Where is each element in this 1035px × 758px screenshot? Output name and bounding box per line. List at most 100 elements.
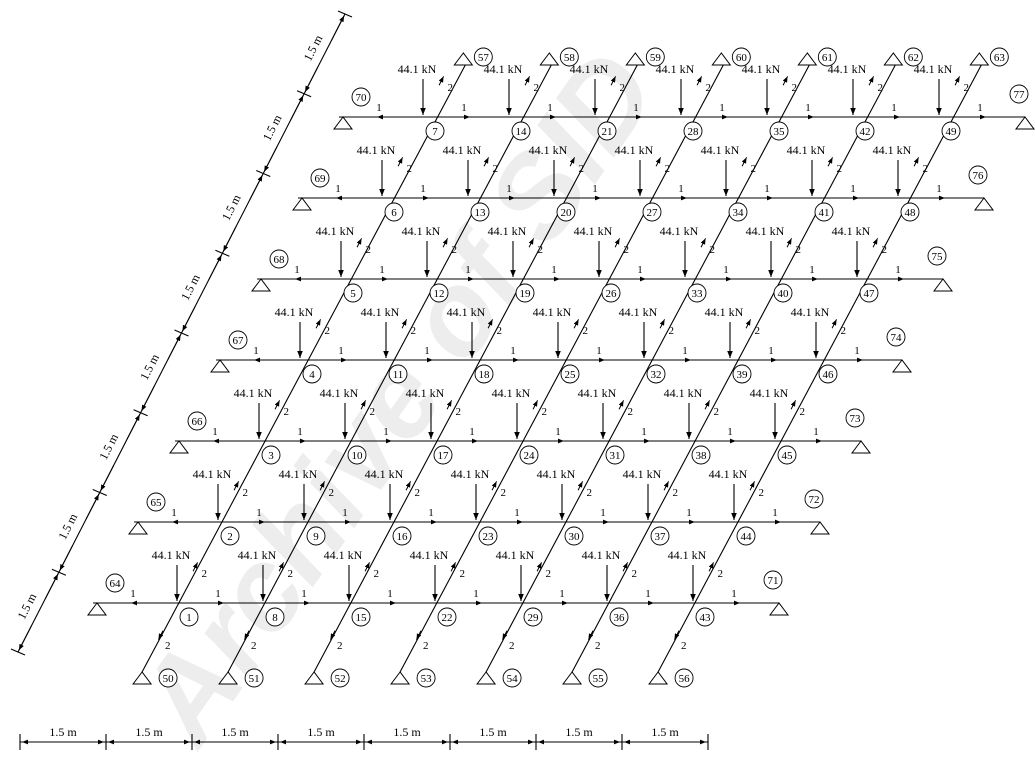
left-dimension-tick <box>10 648 26 656</box>
bottom-support-label-circle <box>588 668 608 688</box>
inclined-member <box>313 64 638 673</box>
node-label-circle <box>818 364 838 384</box>
load-label: 44.1 kN <box>238 548 277 562</box>
node-label: 37 <box>655 531 667 543</box>
node-label: 23 <box>483 531 495 543</box>
node-label: 35 <box>774 126 786 138</box>
load-label: 44.1 kN <box>582 548 621 562</box>
left-support <box>210 359 230 373</box>
bottom-support-label: 54 <box>507 673 519 685</box>
node-label-circle <box>474 364 494 384</box>
direction-2-label: 2 <box>705 82 711 94</box>
node-label-circle <box>691 445 711 465</box>
load-label: 44.1 kN <box>193 467 232 481</box>
left-dimension-arrow <box>208 254 222 281</box>
node-label: 7 <box>432 126 438 138</box>
node-label: 17 <box>438 450 450 462</box>
node-label-circle <box>515 283 535 303</box>
load-label: 44.1 kN <box>660 224 699 238</box>
direction-1-label: 1 <box>424 345 430 357</box>
direction-2-arrow <box>663 481 670 491</box>
diagram-main-layer: 1 1 1 1 1 1 1 164 711 1 1 1 1 1 1 165 721 1 1 1 1 1 1 166 731 1 1 1… <box>10 10 1035 750</box>
direction-1-label: 1 <box>686 507 692 519</box>
direction-1-label: 1 <box>559 588 565 600</box>
direction-2-arrow <box>442 238 449 248</box>
bottom-dimension-label: 1.5 m <box>393 725 421 739</box>
load-label: 44.1 kN <box>234 386 273 400</box>
node-label: 3 <box>268 450 274 462</box>
node-label-circle <box>425 121 445 141</box>
direction-2-label: 2 <box>672 487 678 499</box>
direction-1-label: 1 <box>428 507 434 519</box>
top-support-label-circle <box>989 47 1009 67</box>
direction-2-arrow <box>491 481 498 491</box>
inclined-member <box>571 64 896 673</box>
top-support-label: 62 <box>908 52 919 64</box>
direction-2-arrow <box>790 400 797 410</box>
load-label: 44.1 kN <box>451 467 490 481</box>
bottom-support-label-circle <box>330 668 350 688</box>
node-label-circle <box>392 526 412 546</box>
node-label: 6 <box>391 207 397 219</box>
node-label: 12 <box>434 288 445 300</box>
left-dimension-arrow <box>222 226 237 252</box>
node-label: 2 <box>227 531 233 543</box>
direction-2-label: 2 <box>365 244 371 256</box>
top-support <box>625 52 646 66</box>
load-label: 44.1 kN <box>357 143 396 157</box>
bottom-dimension-label: 1.5 m <box>479 725 507 739</box>
direction-1-label: 1 <box>727 426 733 438</box>
right-support-label: 71 <box>768 575 779 587</box>
direction-1-label: 1 <box>768 345 774 357</box>
direction-2-label: 2 <box>709 244 715 256</box>
direction-2-label: 2 <box>681 640 687 652</box>
node-label-circle <box>511 121 531 141</box>
direction-2-arrow <box>356 238 363 248</box>
direction-1-label: 1 <box>678 183 684 195</box>
direction-1-label: 1 <box>977 102 983 114</box>
direction-1-label: 1 <box>461 102 467 114</box>
node-label-circle <box>642 202 662 222</box>
node-label: 21 <box>602 126 613 138</box>
bottom-support <box>132 671 153 685</box>
bottom-support-label: 56 <box>679 673 691 685</box>
direction-2-label: 2 <box>795 244 801 256</box>
direction-2-arrow <box>405 481 412 491</box>
direction-1-label: 1 <box>253 345 259 357</box>
load-label: 44.1 kN <box>623 467 662 481</box>
direction-1-label: 1 <box>772 507 778 519</box>
load-label: 44.1 kN <box>152 548 191 562</box>
direction-2-label: 2 <box>447 82 453 94</box>
direction-2-arrow <box>360 400 367 410</box>
direction-1-label: 1 <box>850 183 856 195</box>
direction-1-label: 1 <box>813 426 819 438</box>
left-support-label: 67 <box>233 335 245 347</box>
direction-2-label: 2 <box>283 406 289 418</box>
direction-2-arrow <box>610 76 617 86</box>
direction-2-arrow <box>655 157 662 167</box>
load-label: 44.1 kN <box>709 467 748 481</box>
direction-1-label: 1 <box>376 102 382 114</box>
top-support <box>711 52 732 66</box>
load-label: 44.1 kN <box>746 224 785 238</box>
load-label: 44.1 kN <box>361 305 400 319</box>
bottom-support <box>648 671 669 685</box>
direction-1-label: 1 <box>764 183 770 195</box>
direction-2-label: 2 <box>242 487 248 499</box>
direction-1-label: 1 <box>510 345 516 357</box>
direction-2-label: 2 <box>251 640 257 652</box>
right-support <box>810 521 830 535</box>
node-label-circle <box>347 445 367 465</box>
direction-2-arrow <box>233 481 240 491</box>
direction-2-arrow <box>614 238 621 248</box>
left-support <box>87 602 107 616</box>
top-support-label-circle <box>645 47 665 67</box>
node-label: 15 <box>356 612 368 624</box>
direction-1-label: 1 <box>383 426 389 438</box>
direction-2-arrow <box>397 157 404 167</box>
node-label: 11 <box>393 369 404 381</box>
left-dimension-arrow <box>59 545 74 571</box>
direction-2-arrow <box>587 630 594 640</box>
node-label-circle <box>429 283 449 303</box>
